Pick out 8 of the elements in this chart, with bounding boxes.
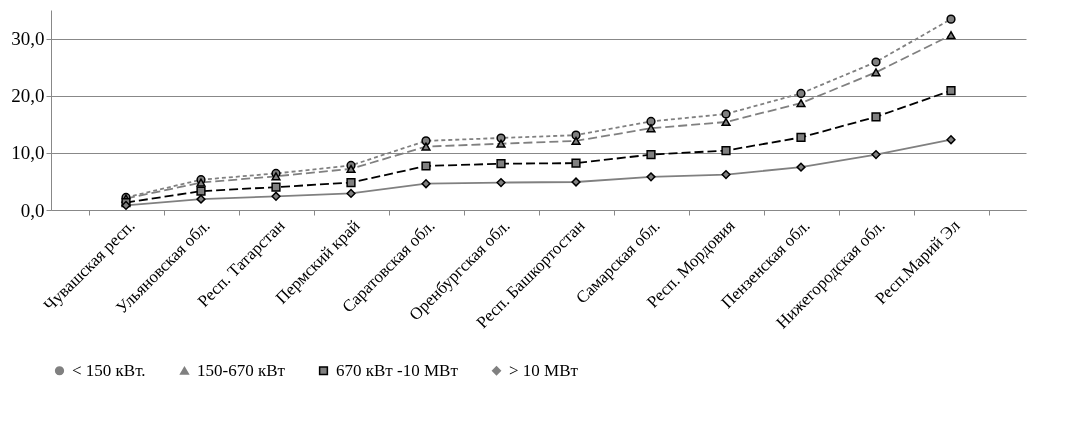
y-tick-label: 10,0 [11, 142, 45, 164]
legend-label: 150-670 кВт [197, 360, 286, 380]
y-tick-label: 20,0 [11, 85, 45, 107]
legend-label: < 150 кВт. [72, 360, 146, 380]
y-tick-label: 30,0 [11, 28, 45, 50]
y-tick-label: 0,0 [20, 199, 45, 221]
legend-label: > 10 МВт [509, 360, 579, 380]
legend-label: 670 кВт -10 МВт [336, 360, 459, 380]
